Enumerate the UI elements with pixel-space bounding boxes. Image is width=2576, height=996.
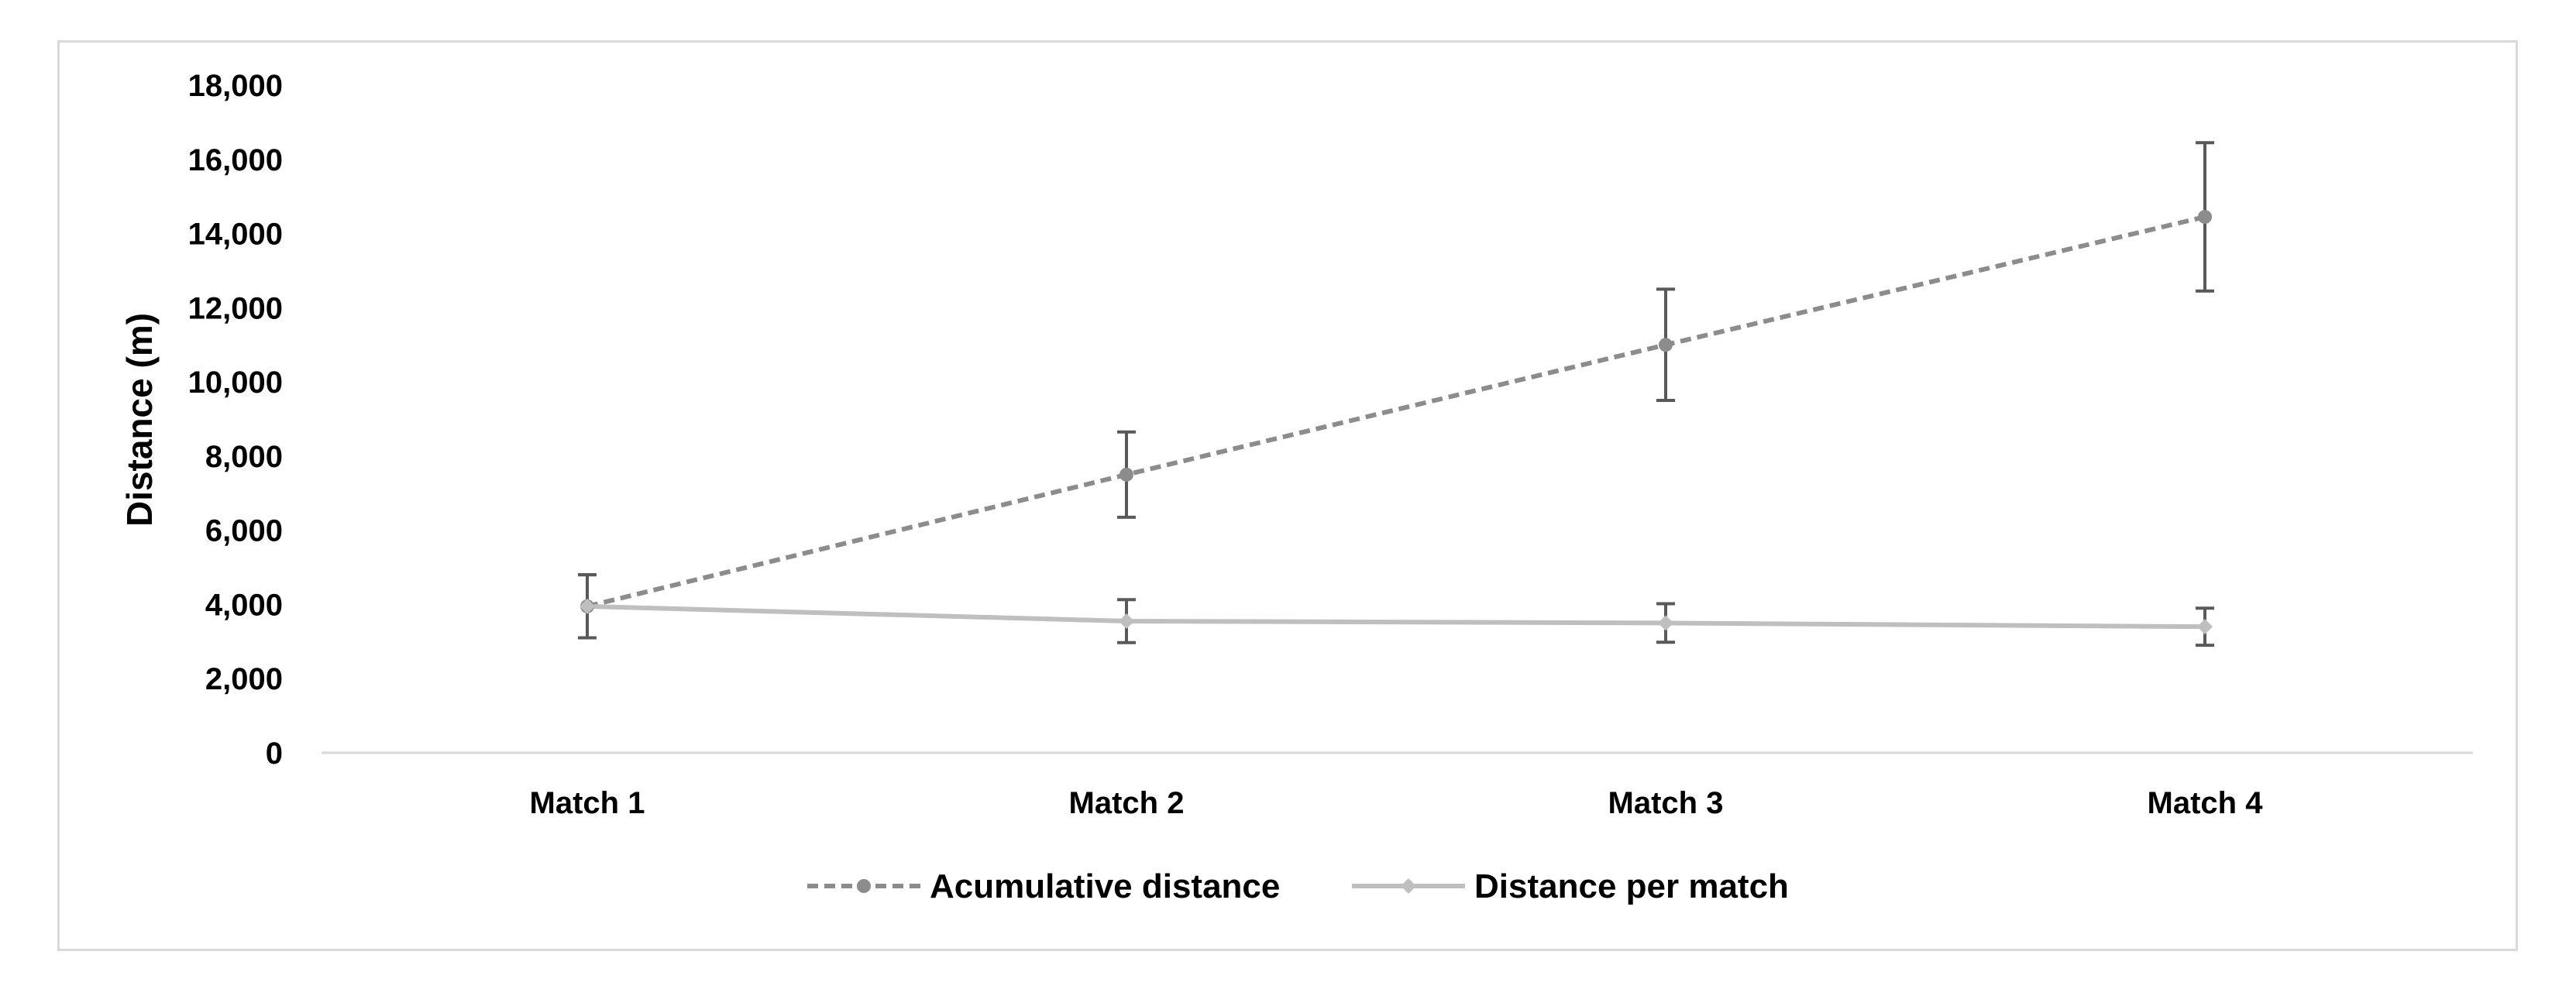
legend: Acumulative distance Distance per match — [807, 867, 1789, 905]
data-point — [1659, 338, 1673, 352]
legend-item: Distance per match — [1352, 867, 1789, 905]
x-tick-label: Match 4 — [2148, 786, 2264, 820]
data-point — [1119, 467, 1133, 482]
y-tick-label: 14,000 — [188, 218, 283, 252]
y-axis-ticks: 0 2,000 4,000 6,000 8,000 10,000 12,000 14,000 1… — [188, 69, 283, 771]
y-tick-label: 10,000 — [188, 366, 283, 400]
y-tick-label: 6,000 — [205, 514, 283, 548]
legend-label: Distance per match — [1474, 867, 1789, 905]
series-line-2 — [586, 603, 2206, 630]
chart-frame — [57, 40, 2518, 951]
y-tick-label: 18,000 — [188, 69, 283, 103]
legend-marker — [1401, 878, 1416, 894]
series-line-1 — [586, 215, 2206, 609]
series-layer — [578, 141, 2214, 647]
data-point — [580, 598, 595, 614]
data-point — [2197, 619, 2213, 635]
y-tick-label: 12,000 — [188, 291, 283, 325]
x-tick-label: Match 3 — [1608, 786, 1724, 820]
y-tick-label: 16,000 — [188, 143, 283, 177]
y-tick-label: 8,000 — [205, 440, 283, 474]
y-tick-label: 2,000 — [205, 662, 283, 696]
x-axis-ticks: Match 1 Match 2 Match 3 Match 4 — [530, 786, 2264, 820]
data-point — [1658, 615, 1673, 631]
data-point — [2198, 210, 2212, 225]
legend-marker — [857, 879, 871, 893]
y-axis-title-group: Distance (m) — [119, 313, 160, 527]
x-tick-label: Match 2 — [1069, 786, 1185, 820]
y-axis-title: Distance (m) — [119, 313, 160, 527]
legend-label: Acumulative distance — [930, 867, 1280, 905]
data-point — [1119, 613, 1134, 629]
legend-item: Acumulative distance — [807, 867, 1280, 905]
y-tick-label: 0 — [266, 737, 283, 771]
y-tick-label: 4,000 — [205, 588, 283, 622]
x-tick-label: Match 1 — [530, 786, 645, 820]
